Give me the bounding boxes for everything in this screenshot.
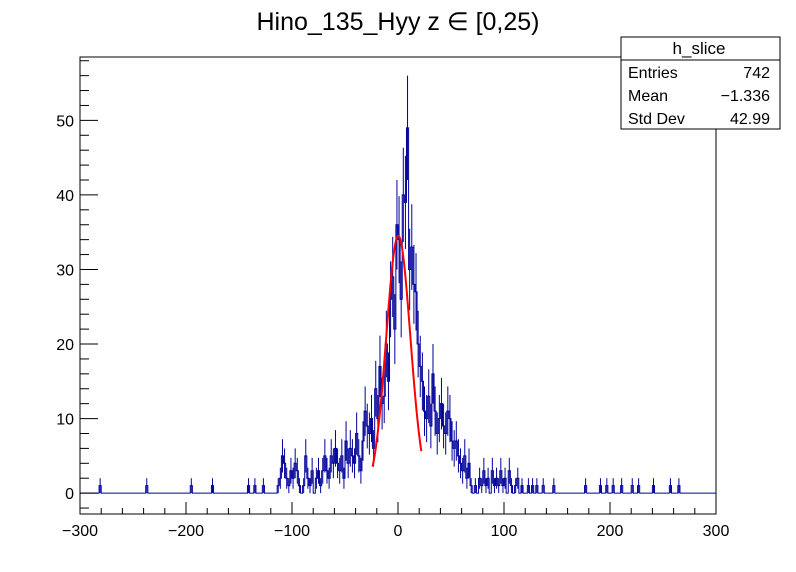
y-tick-label: 20 [56,337,74,354]
x-tick-label: 300 [703,523,730,540]
stats-box-title: h_slice [673,39,726,58]
x-tick-label: −100 [274,523,310,540]
stats-mean-value: −1.336 [721,88,770,105]
y-tick-label: 40 [56,188,74,205]
x-tick-label: −300 [62,523,98,540]
y-tick-label: 30 [56,262,74,279]
stats-entries-label: Entries [628,65,678,82]
stats-stddev-label: Std Dev [628,111,685,128]
x-tick-label: −200 [168,523,204,540]
x-tick-label: 100 [491,523,518,540]
chart-title: Hino_135_Hyy z ∈ [0,25) [256,8,539,36]
gaussian-fit-curve [371,234,423,467]
stats-box-frame [620,36,781,130]
stats-mean-label: Mean [628,88,668,105]
stats-entries-value: 742 [743,65,770,82]
y-tick-label: 0 [65,486,74,503]
x-tick-label: 200 [597,523,624,540]
stats-box: h_slice Entries 742 Mean −1.336 Std Dev … [620,36,781,130]
y-tick-label: 10 [56,412,74,429]
y-tick-label: 50 [56,113,74,130]
stats-stddev-value: 42.99 [730,111,770,128]
x-tick-label: 0 [394,523,403,540]
